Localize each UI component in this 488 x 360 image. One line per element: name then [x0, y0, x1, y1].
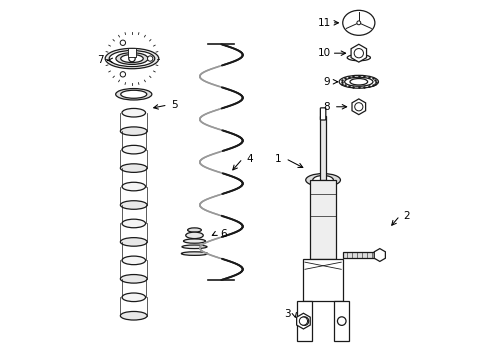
Polygon shape: [296, 313, 309, 329]
Bar: [320, 116, 325, 180]
Ellipse shape: [187, 228, 201, 232]
Ellipse shape: [182, 245, 206, 249]
Bar: [297, 301, 311, 341]
Circle shape: [354, 103, 362, 111]
Ellipse shape: [116, 89, 152, 100]
Ellipse shape: [183, 239, 205, 243]
Circle shape: [356, 21, 360, 25]
Bar: [128, 48, 135, 57]
Ellipse shape: [109, 50, 154, 67]
Ellipse shape: [305, 174, 340, 186]
Ellipse shape: [312, 175, 333, 185]
Ellipse shape: [122, 293, 145, 302]
Bar: [334, 301, 348, 341]
Circle shape: [120, 72, 125, 77]
Circle shape: [128, 55, 135, 62]
Ellipse shape: [122, 219, 145, 228]
Ellipse shape: [344, 77, 372, 86]
Ellipse shape: [122, 108, 145, 117]
Ellipse shape: [122, 182, 145, 191]
Circle shape: [147, 56, 153, 61]
Ellipse shape: [120, 275, 147, 283]
Ellipse shape: [346, 54, 370, 61]
Ellipse shape: [339, 75, 378, 88]
Ellipse shape: [185, 232, 203, 239]
Text: 1: 1: [275, 154, 281, 163]
Circle shape: [120, 40, 125, 45]
Ellipse shape: [120, 238, 147, 246]
Ellipse shape: [116, 53, 148, 64]
Ellipse shape: [349, 78, 367, 85]
Ellipse shape: [120, 127, 147, 135]
Text: 9: 9: [323, 77, 329, 87]
Ellipse shape: [105, 48, 159, 69]
Circle shape: [300, 317, 308, 325]
Polygon shape: [351, 99, 365, 114]
Text: 6: 6: [219, 229, 226, 239]
Ellipse shape: [120, 201, 147, 209]
Text: 2: 2: [403, 211, 409, 221]
Text: 8: 8: [323, 102, 329, 112]
Bar: [309, 180, 335, 258]
FancyBboxPatch shape: [320, 108, 325, 120]
Text: 10: 10: [317, 48, 330, 58]
Text: 7: 7: [98, 55, 104, 65]
Ellipse shape: [120, 311, 147, 320]
Text: 4: 4: [246, 154, 253, 163]
Text: 5: 5: [171, 100, 178, 110]
Polygon shape: [350, 44, 366, 62]
Ellipse shape: [122, 145, 145, 154]
Ellipse shape: [121, 90, 146, 98]
Circle shape: [337, 317, 346, 325]
Text: 3: 3: [284, 309, 290, 319]
Ellipse shape: [122, 256, 145, 265]
Bar: [342, 252, 374, 258]
Ellipse shape: [342, 10, 374, 35]
Ellipse shape: [120, 164, 147, 172]
Text: 11: 11: [317, 18, 330, 28]
Ellipse shape: [181, 252, 207, 255]
Ellipse shape: [121, 54, 143, 63]
Circle shape: [299, 317, 307, 325]
Bar: [303, 258, 342, 301]
Circle shape: [353, 49, 363, 58]
